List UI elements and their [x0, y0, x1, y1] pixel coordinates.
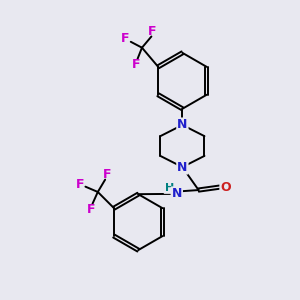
- Text: F: F: [132, 58, 140, 71]
- Text: H: H: [164, 183, 174, 193]
- Text: F: F: [76, 178, 84, 191]
- Text: N: N: [172, 188, 182, 200]
- Text: F: F: [148, 25, 156, 38]
- Text: N: N: [177, 160, 188, 174]
- Text: O: O: [220, 181, 231, 194]
- Text: F: F: [102, 168, 111, 181]
- Text: F: F: [87, 202, 95, 215]
- Text: F: F: [121, 32, 130, 45]
- Text: N: N: [177, 118, 188, 131]
